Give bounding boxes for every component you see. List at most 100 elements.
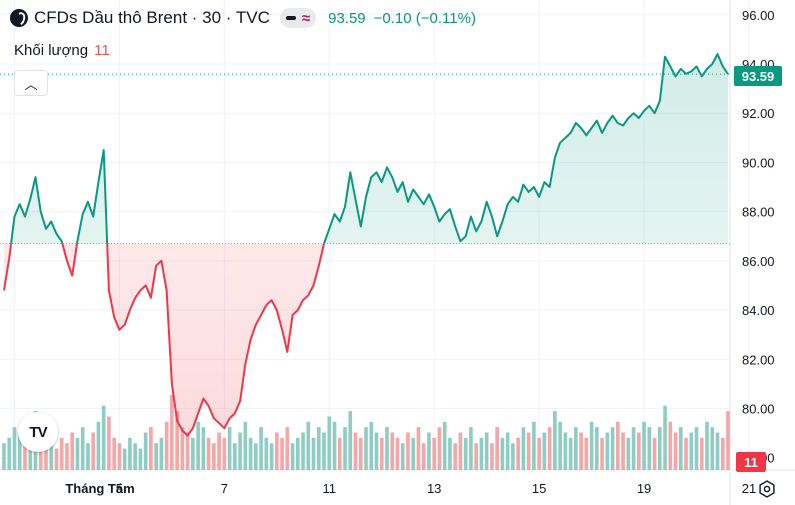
dash-icon xyxy=(285,16,296,20)
volume-bar xyxy=(374,432,379,470)
volume-bar xyxy=(227,427,232,470)
volume-bar xyxy=(495,427,499,470)
volume-bar xyxy=(553,411,557,470)
volume-bar xyxy=(154,443,158,470)
volume-label[interactable]: Khối lượng xyxy=(14,42,89,59)
volume-bar xyxy=(505,432,510,470)
volume-bar xyxy=(427,432,431,470)
volume-bar xyxy=(610,427,615,470)
volume-bar xyxy=(726,411,730,470)
volume-bar xyxy=(626,437,631,470)
volume-bar xyxy=(474,443,478,470)
volume-bar xyxy=(479,437,484,470)
volume-bar xyxy=(437,427,442,470)
symbol-title[interactable]: CFDs Dầu thô Brent · 30 · TVC xyxy=(34,8,270,27)
volume-bar xyxy=(238,432,242,470)
volume-bar xyxy=(191,437,195,470)
volume-bar xyxy=(636,432,641,470)
volume-bar xyxy=(285,427,290,470)
x-tick-label: 15 xyxy=(532,481,546,496)
volume-tag-bg xyxy=(736,452,766,472)
volume-bar xyxy=(138,448,143,470)
volume-bar xyxy=(264,437,269,470)
volume-bar xyxy=(521,427,526,470)
volume-bar xyxy=(400,443,405,470)
volume-bar xyxy=(710,427,715,470)
volume-bar xyxy=(59,437,64,470)
volume-bar xyxy=(484,432,489,470)
volume-bar xyxy=(369,421,374,470)
volume-bar xyxy=(7,437,12,470)
area-fill xyxy=(0,54,730,436)
volume-value: 11 xyxy=(94,42,110,59)
y-axis[interactable]: 96.0094.0092.0090.0088.0086.0084.0082.00… xyxy=(742,8,775,466)
volume-bar xyxy=(212,443,216,470)
volume-bar xyxy=(448,437,452,470)
chevron-up-icon: ︿ xyxy=(24,76,38,92)
tradingview-logo-icon[interactable]: TV xyxy=(18,412,58,452)
volume-bar xyxy=(526,432,531,470)
volume-bar xyxy=(248,437,253,470)
volume-bar xyxy=(406,432,410,470)
volume-bar xyxy=(579,432,583,470)
volume-bar xyxy=(657,427,662,470)
volume-bar xyxy=(621,432,625,470)
volume-bar xyxy=(170,395,174,470)
volume-legend: Khối lượng 11 xyxy=(14,42,110,59)
volume-bar xyxy=(91,432,96,470)
chart-legend: CFDs Dầu thô Brent · 30 · TVC ≈ 93.59 −0… xyxy=(10,8,476,28)
volume-bar xyxy=(432,437,437,470)
volume-bar xyxy=(463,437,468,470)
collapse-legend-button[interactable]: ︿ xyxy=(14,70,48,96)
volume-bar xyxy=(574,427,578,470)
volume-bar xyxy=(516,437,520,470)
wave-icon: ≈ xyxy=(301,9,311,27)
price-change: −0.10 (−0.11%) xyxy=(373,9,476,27)
volume-bar xyxy=(316,427,321,470)
volume-bar xyxy=(605,432,610,470)
settings-button[interactable] xyxy=(756,478,778,500)
volume-bar xyxy=(343,427,347,470)
volume-bar xyxy=(311,437,316,470)
volume-bar xyxy=(290,443,295,470)
volume-bar xyxy=(159,437,164,470)
volume-bar xyxy=(80,427,85,470)
volume-bar xyxy=(196,421,200,470)
price-line xyxy=(0,53,730,437)
y-tick-label: 82.00 xyxy=(742,352,775,367)
x-tick-label: 13 xyxy=(427,481,441,496)
volume-bar xyxy=(542,432,547,470)
volume-bar xyxy=(54,448,59,470)
area-above-baseline xyxy=(4,54,728,244)
last-price: 93.59 xyxy=(328,9,366,27)
gear-icon xyxy=(759,480,775,498)
volume-bar xyxy=(332,421,337,470)
volume-bar xyxy=(652,437,657,470)
volume-bar xyxy=(107,416,111,470)
volume-bar xyxy=(259,427,263,470)
y-tick-label: 92.00 xyxy=(742,106,775,121)
y-tick-label: 84.00 xyxy=(742,303,775,318)
compare-toggle[interactable]: ≈ xyxy=(279,8,317,28)
x-tick-label: Tháng Tám xyxy=(65,481,134,496)
y-tick-label: 90.00 xyxy=(742,155,775,170)
volume-bar xyxy=(128,437,132,470)
volume-bar xyxy=(511,443,515,470)
volume-bar xyxy=(469,427,473,470)
volume-bar xyxy=(547,427,552,470)
volume-bar xyxy=(149,427,153,470)
volume-bar xyxy=(673,432,678,470)
volume-bar xyxy=(44,448,48,470)
volume-bar xyxy=(70,432,75,470)
axis-tags: 93.59 11 xyxy=(734,66,782,472)
volume-bar xyxy=(699,437,704,470)
volume-bar xyxy=(647,427,652,470)
y-tick-label: 96.00 xyxy=(742,8,775,23)
volume-bar xyxy=(678,427,683,470)
volume-bar xyxy=(568,437,573,470)
volume-bar xyxy=(631,427,636,470)
volume-bar xyxy=(337,437,342,470)
x-tick-label: 7 xyxy=(221,481,228,496)
